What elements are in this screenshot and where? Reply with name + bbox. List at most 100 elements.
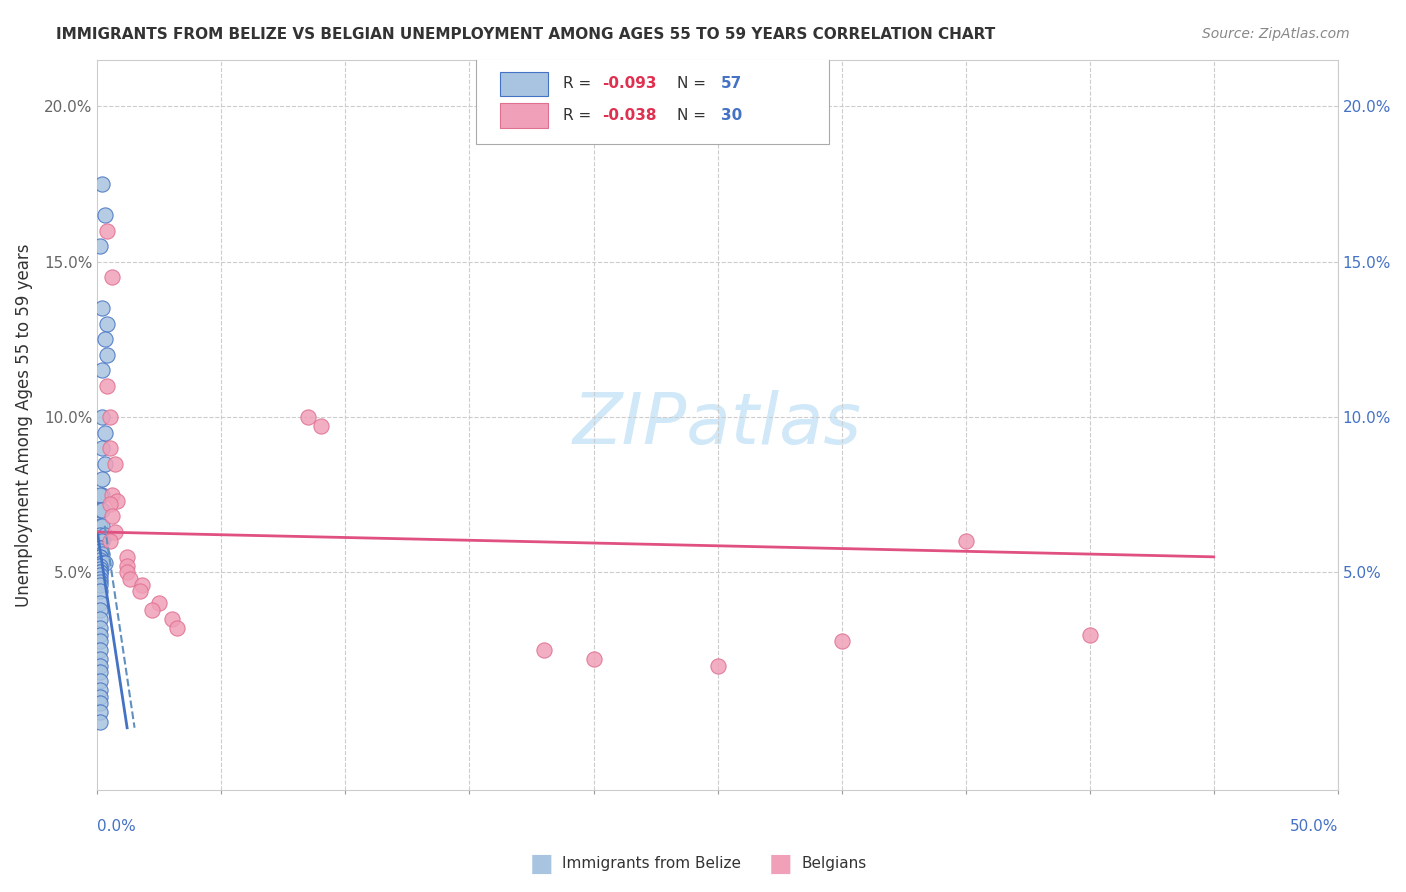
Point bbox=[89, 549, 111, 564]
Point bbox=[115, 566, 138, 580]
Point bbox=[533, 643, 555, 657]
Text: 0.0%: 0.0% bbox=[97, 819, 136, 834]
Point bbox=[89, 665, 111, 679]
Point bbox=[91, 556, 114, 570]
Point bbox=[115, 549, 138, 564]
Point bbox=[582, 652, 605, 666]
Text: 57: 57 bbox=[721, 76, 742, 91]
Point bbox=[115, 559, 138, 574]
Point bbox=[89, 572, 111, 586]
Text: ■: ■ bbox=[769, 852, 792, 875]
Point bbox=[89, 562, 111, 576]
Point bbox=[128, 584, 150, 599]
Point bbox=[89, 553, 111, 567]
Text: ■: ■ bbox=[530, 852, 553, 875]
Point bbox=[89, 690, 111, 704]
Point bbox=[91, 363, 114, 377]
Text: -0.093: -0.093 bbox=[602, 76, 657, 91]
Point bbox=[89, 633, 111, 648]
Point bbox=[98, 441, 121, 455]
Point bbox=[89, 705, 111, 719]
Point bbox=[89, 574, 111, 589]
Point bbox=[831, 633, 853, 648]
Point bbox=[91, 503, 114, 517]
Point bbox=[96, 223, 118, 237]
Point bbox=[91, 301, 114, 316]
Point bbox=[89, 543, 111, 558]
Point bbox=[297, 409, 319, 424]
Point bbox=[89, 714, 111, 729]
Point bbox=[91, 518, 114, 533]
Text: R =: R = bbox=[562, 108, 596, 122]
Point bbox=[94, 208, 117, 222]
Point bbox=[94, 425, 117, 440]
Point bbox=[89, 674, 111, 689]
Point bbox=[89, 643, 111, 657]
Point bbox=[706, 658, 728, 673]
Point bbox=[94, 457, 117, 471]
Point bbox=[89, 658, 111, 673]
Text: Source: ZipAtlas.com: Source: ZipAtlas.com bbox=[1202, 27, 1350, 41]
Point bbox=[89, 612, 111, 626]
Point bbox=[91, 488, 114, 502]
Point bbox=[89, 696, 111, 710]
Point bbox=[91, 556, 114, 570]
Text: Immigrants from Belize: Immigrants from Belize bbox=[562, 856, 741, 871]
Point bbox=[91, 534, 114, 549]
Point bbox=[89, 652, 111, 666]
Point bbox=[89, 559, 111, 574]
Point bbox=[89, 566, 111, 580]
Point bbox=[98, 534, 121, 549]
Point bbox=[141, 602, 163, 616]
Point bbox=[89, 503, 111, 517]
Point bbox=[89, 683, 111, 698]
Point bbox=[89, 578, 111, 592]
Text: N =: N = bbox=[676, 76, 710, 91]
Point bbox=[131, 578, 153, 592]
Text: ZIPatlas: ZIPatlas bbox=[574, 391, 862, 459]
Point bbox=[98, 409, 121, 424]
Point bbox=[160, 612, 183, 626]
Point bbox=[1078, 627, 1101, 641]
FancyBboxPatch shape bbox=[501, 103, 547, 128]
Text: -0.038: -0.038 bbox=[602, 108, 657, 122]
Point bbox=[104, 524, 127, 539]
Point bbox=[89, 541, 111, 555]
Point bbox=[101, 270, 124, 285]
Point bbox=[96, 379, 118, 393]
Point bbox=[104, 457, 127, 471]
Point bbox=[91, 177, 114, 191]
FancyBboxPatch shape bbox=[501, 72, 547, 96]
Text: N =: N = bbox=[676, 108, 710, 122]
Y-axis label: Unemployment Among Ages 55 to 59 years: Unemployment Among Ages 55 to 59 years bbox=[15, 243, 32, 607]
Text: R =: R = bbox=[562, 76, 596, 91]
Point bbox=[91, 409, 114, 424]
Point bbox=[101, 488, 124, 502]
Point bbox=[89, 518, 111, 533]
Point bbox=[105, 494, 128, 508]
FancyBboxPatch shape bbox=[475, 56, 830, 144]
Text: IMMIGRANTS FROM BELIZE VS BELGIAN UNEMPLOYMENT AMONG AGES 55 TO 59 YEARS CORRELA: IMMIGRANTS FROM BELIZE VS BELGIAN UNEMPL… bbox=[56, 27, 995, 42]
Point bbox=[89, 602, 111, 616]
Point bbox=[96, 348, 118, 362]
Point bbox=[89, 549, 111, 564]
Point bbox=[94, 528, 117, 542]
Point bbox=[89, 584, 111, 599]
Point bbox=[98, 497, 121, 511]
Point bbox=[89, 528, 111, 542]
Point bbox=[89, 566, 111, 580]
Text: 30: 30 bbox=[721, 108, 742, 122]
Point bbox=[89, 488, 111, 502]
Point bbox=[94, 332, 117, 346]
Point bbox=[89, 597, 111, 611]
Point bbox=[309, 419, 332, 434]
Point bbox=[955, 534, 977, 549]
Point bbox=[94, 556, 117, 570]
Point bbox=[91, 441, 114, 455]
Point bbox=[89, 541, 111, 555]
Point bbox=[89, 627, 111, 641]
Point bbox=[148, 597, 170, 611]
Text: Belgians: Belgians bbox=[801, 856, 866, 871]
Point bbox=[91, 472, 114, 486]
Point bbox=[96, 317, 118, 331]
